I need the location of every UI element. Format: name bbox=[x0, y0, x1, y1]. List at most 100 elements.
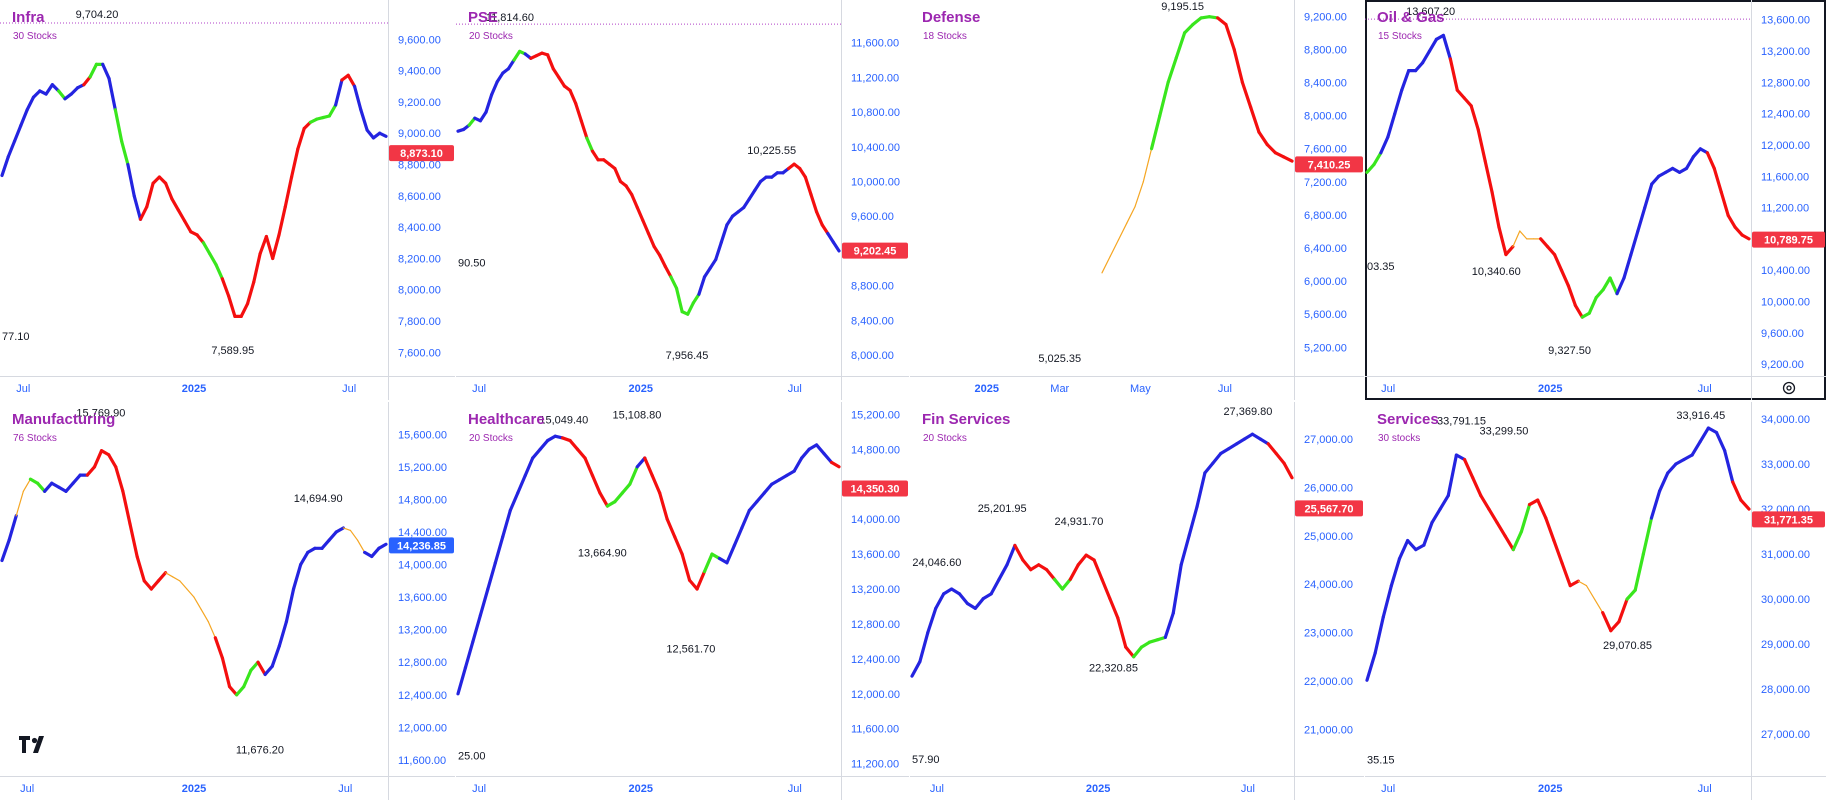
series-segment bbox=[227, 294, 237, 318]
series-segment bbox=[1400, 69, 1411, 92]
series-segment bbox=[1044, 568, 1057, 581]
price-annotation: 29,070.85 bbox=[1603, 640, 1652, 652]
series-segment bbox=[506, 58, 516, 71]
series-segment bbox=[652, 244, 662, 257]
series-segment bbox=[114, 465, 125, 493]
series-segment bbox=[575, 447, 587, 460]
series-segment bbox=[377, 542, 388, 550]
series-segment bbox=[1013, 543, 1025, 562]
pane-oil-gas-chart: 13,600.00 13,200.00 12,800.00 12,400.00 12,0… bbox=[1365, 0, 1826, 400]
y-tick-label: 9,600.00 bbox=[398, 34, 441, 46]
pane-services[interactable]: 34,000.00 33,000.00 32,000.00 31,000.00 30,0… bbox=[1365, 402, 1826, 800]
series-segment bbox=[613, 166, 623, 184]
series-segment bbox=[1389, 557, 1402, 588]
last-price-badge bbox=[842, 242, 908, 259]
y-tick-label: 7,600.00 bbox=[398, 347, 441, 359]
series-segment bbox=[957, 592, 970, 606]
series-segment bbox=[1060, 577, 1072, 591]
series-segment bbox=[126, 162, 136, 198]
series-segment bbox=[1393, 88, 1404, 116]
x-tick-label: 2025 bbox=[1538, 783, 1562, 795]
series-segment bbox=[43, 481, 54, 493]
series-segment bbox=[1108, 597, 1120, 620]
series-segment bbox=[490, 80, 499, 97]
series-segment bbox=[1373, 615, 1385, 655]
pane-subtitle: 30 Stocks bbox=[13, 31, 57, 42]
series-segment bbox=[747, 500, 759, 513]
price-annotation: 33,299.50 bbox=[1479, 426, 1528, 438]
y-tick-label: 10,800.00 bbox=[851, 107, 900, 119]
series-segment bbox=[107, 76, 117, 112]
price-annotation: 7,956.45 bbox=[666, 350, 709, 362]
series-segment bbox=[641, 218, 651, 236]
series-segment bbox=[1274, 451, 1286, 465]
series-segment bbox=[1601, 276, 1612, 292]
series-segment bbox=[182, 219, 193, 234]
series-segment bbox=[213, 636, 225, 660]
series-segment bbox=[508, 491, 520, 513]
pane-oil-gas[interactable]: 13,600.00 13,200.00 12,800.00 12,400.00 12,0… bbox=[1365, 0, 1826, 400]
y-tick-label: 24,000.00 bbox=[1304, 579, 1353, 591]
pane-title: PSE bbox=[468, 9, 499, 26]
pane-defense[interactable]: 9,200.00 8,800.00 8,400.00 8,000.00 7,600.00… bbox=[910, 0, 1364, 400]
pane-defense-chart: 9,200.00 8,800.00 8,400.00 8,000.00 7,600.00… bbox=[910, 0, 1364, 400]
series-segment bbox=[1629, 229, 1640, 257]
price-annotation: 5,025.35 bbox=[1038, 353, 1081, 365]
price-annotation: 7,589.95 bbox=[211, 345, 254, 357]
series-segment bbox=[1166, 56, 1178, 85]
series-segment bbox=[583, 456, 595, 478]
series-segment bbox=[831, 240, 841, 253]
series-segment bbox=[1726, 213, 1737, 229]
series-segment bbox=[145, 181, 155, 209]
last-price-badge bbox=[842, 480, 908, 497]
series-segment bbox=[1101, 255, 1111, 274]
series-segment bbox=[1636, 205, 1647, 233]
series-segment bbox=[1187, 505, 1199, 538]
series-segment bbox=[538, 438, 550, 451]
series-segment bbox=[1126, 206, 1136, 224]
pane-pse-chart: 11,600.00 11,200.00 10,800.00 10,400.00 10,0… bbox=[456, 0, 909, 400]
series-segment bbox=[1124, 645, 1136, 659]
series-segment bbox=[523, 456, 535, 478]
series-segment bbox=[214, 263, 224, 281]
pane-manufacturing[interactable]: 15,600.00 15,200.00 14,800.00 14,400.00 14,0… bbox=[0, 402, 455, 800]
x-tick-label: 2025 bbox=[182, 383, 206, 395]
series-segment bbox=[1649, 489, 1662, 520]
series-segment bbox=[200, 608, 209, 623]
series-segment bbox=[149, 579, 161, 591]
tradingview-logo[interactable] bbox=[19, 736, 51, 754]
pane-infra[interactable]: 9,600.00 9,400.00 9,200.00 9,000.00 8,800.00… bbox=[0, 0, 455, 400]
last-price-label: 8,873.10 bbox=[400, 148, 443, 160]
series-segment bbox=[719, 223, 729, 244]
last-price-badge bbox=[1752, 231, 1825, 248]
series-segment bbox=[820, 223, 830, 236]
pane-title: Oil & Gas bbox=[1377, 9, 1445, 26]
series-segment bbox=[1573, 303, 1584, 319]
series-segment bbox=[1609, 620, 1621, 633]
gear-icon[interactable] bbox=[1779, 378, 1799, 398]
y-tick-label: 15,200.00 bbox=[851, 409, 900, 421]
series-segment bbox=[365, 128, 376, 140]
y-tick-label: 8,800.00 bbox=[851, 281, 894, 293]
series-segment bbox=[658, 491, 669, 521]
series-segment bbox=[1560, 561, 1572, 588]
y-tick-label: 31,000.00 bbox=[1761, 549, 1810, 561]
series-segment bbox=[264, 234, 275, 261]
series-segment bbox=[370, 546, 381, 559]
last-price-label: 14,350.30 bbox=[851, 484, 900, 496]
price-annotation: 03.35 bbox=[1367, 261, 1395, 273]
price-annotation: 14,694.90 bbox=[294, 493, 343, 505]
series-segment bbox=[1052, 577, 1065, 591]
series-segment bbox=[1622, 252, 1633, 280]
series-segment bbox=[1163, 611, 1175, 639]
pane-pse[interactable]: 11,600.00 11,200.00 10,800.00 10,400.00 10,0… bbox=[456, 0, 909, 400]
y-tick-label: 8,000.00 bbox=[398, 285, 441, 297]
pane-fin-services[interactable]: 27,000.00 26,000.00 25,000.00 24,000.00 23,0… bbox=[910, 402, 1364, 800]
series-segment bbox=[242, 668, 253, 689]
series-segment bbox=[263, 664, 274, 677]
price-annotation: 11,676.20 bbox=[236, 745, 284, 757]
series-segment bbox=[918, 630, 930, 664]
pane-healthcare[interactable]: 15,200.0014,800.0014,400.0014,000.0013,6… bbox=[456, 402, 909, 800]
series-segment bbox=[613, 491, 624, 504]
series-segment bbox=[1386, 112, 1397, 139]
